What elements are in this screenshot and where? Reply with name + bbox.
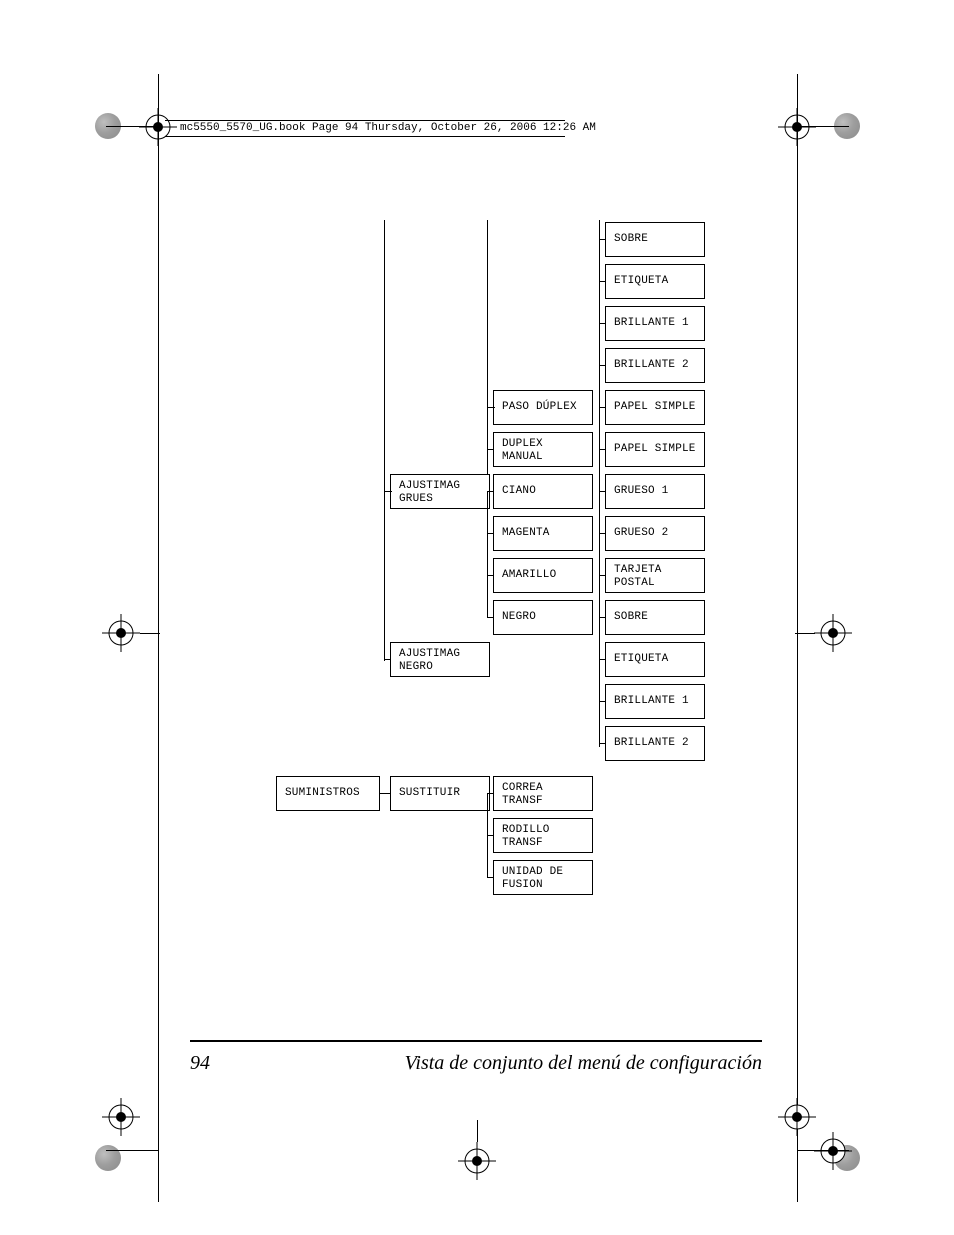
footer-rule: [190, 1040, 762, 1042]
tree-connector: [384, 491, 392, 492]
tree-connector: [380, 793, 390, 794]
menu-item-tarjeta-postal: TARJETA POSTAL: [605, 558, 705, 593]
header-underline: [165, 136, 565, 137]
crop-mark: [158, 1150, 159, 1202]
crop-mark: [106, 1150, 158, 1151]
menu-item-sobre: SOBRE: [605, 222, 705, 257]
menu-item-amarillo: AMARILLO: [493, 558, 593, 593]
menu-item-grueso2: GRUESO 2: [605, 516, 705, 551]
crop-mark: [477, 1120, 478, 1142]
crop-mark: [795, 633, 815, 634]
menu-item-etiqueta: ETIQUETA: [605, 264, 705, 299]
footer-title: Vista de conjunto del menú de configurac…: [405, 1052, 762, 1075]
page-number: 94: [190, 1052, 210, 1075]
crop-mark: [797, 74, 798, 126]
registration-mark-icon: [812, 1130, 854, 1172]
registration-disc: [95, 1145, 121, 1171]
menu-item-correa-transf: CORREA TRANSF: [493, 776, 593, 811]
crop-mark: [140, 633, 160, 634]
header-overline: [165, 120, 565, 121]
menu-item-magenta: MAGENTA: [493, 516, 593, 551]
menu-item-ajustimag-grues: AJUSTIMAG GRUES: [390, 474, 490, 509]
menu-item-brillante2: BRILLANTE 2: [605, 726, 705, 761]
page-root: mc5550_5570_UG.book Page 94 Thursday, Oc…: [0, 0, 954, 1235]
menu-item-sobre: SOBRE: [605, 600, 705, 635]
menu-item-suministros: SUMINISTROS: [276, 776, 380, 811]
menu-item-grueso1: GRUESO 1: [605, 474, 705, 509]
inner-frame-left: [158, 126, 159, 1150]
menu-item-paso-duplex: PASO DÚPLEX: [493, 390, 593, 425]
menu-item-ciano: CIANO: [493, 474, 593, 509]
menu-item-rodillo-transf: RODILLO TRANSF: [493, 818, 593, 853]
menu-item-papel-simple: PAPEL SIMPLE: [605, 390, 705, 425]
menu-item-etiqueta: ETIQUETA: [605, 642, 705, 677]
tree-connector: [487, 407, 495, 408]
crop-mark: [797, 1150, 798, 1202]
inner-frame-right: [797, 126, 798, 1150]
crop-mark: [158, 74, 159, 126]
registration-mark-icon: [456, 1140, 498, 1182]
menu-item-negro: NEGRO: [493, 600, 593, 635]
registration-mark-icon: [100, 612, 142, 654]
registration-mark-icon: [100, 1096, 142, 1138]
menu-item-duplex-manual: DUPLEX MANUAL: [493, 432, 593, 467]
running-head: mc5550_5570_UG.book Page 94 Thursday, Oc…: [180, 122, 596, 134]
menu-item-ajustimag-negro: AJUSTIMAG NEGRO: [390, 642, 490, 677]
menu-item-brillante1: BRILLANTE 1: [605, 306, 705, 341]
tree-connector: [384, 220, 385, 661]
menu-item-papel-simple: PAPEL SIMPLE: [605, 432, 705, 467]
tree-connector: [599, 220, 600, 747]
crop-mark: [797, 126, 849, 127]
crop-mark: [797, 1150, 849, 1151]
menu-item-unidad-fusion: UNIDAD DE FUSION: [493, 860, 593, 895]
tree-connector: [487, 491, 488, 617]
registration-mark-icon: [812, 612, 854, 654]
menu-item-sustituir: SUSTITUIR: [390, 776, 490, 811]
crop-mark: [106, 126, 158, 127]
menu-item-brillante1: BRILLANTE 1: [605, 684, 705, 719]
menu-item-brillante2: BRILLANTE 2: [605, 348, 705, 383]
